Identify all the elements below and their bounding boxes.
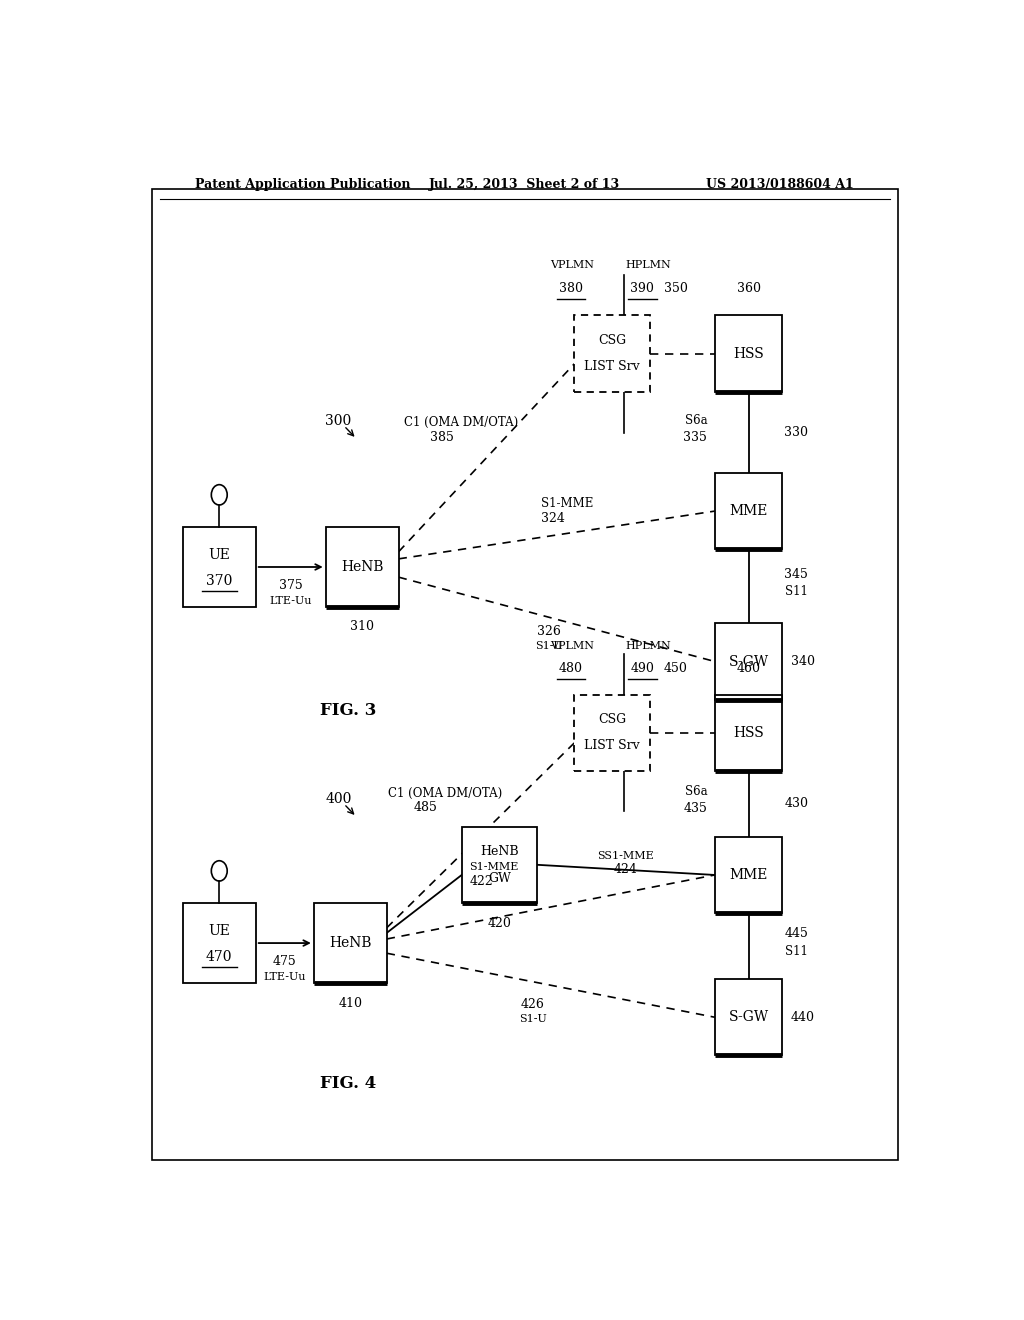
Text: HeNB: HeNB <box>329 936 372 950</box>
Text: 350: 350 <box>664 282 687 294</box>
Text: 485: 485 <box>414 801 437 814</box>
Text: 380: 380 <box>559 282 583 294</box>
Bar <box>715 315 782 392</box>
Text: US 2013/0188604 A1: US 2013/0188604 A1 <box>707 178 854 191</box>
Text: 475: 475 <box>272 954 297 968</box>
Text: 480: 480 <box>559 663 583 675</box>
Text: 460: 460 <box>736 663 761 675</box>
Text: 335: 335 <box>683 430 708 444</box>
Bar <box>182 528 256 607</box>
Text: 340: 340 <box>791 655 814 668</box>
Text: 424: 424 <box>614 863 638 876</box>
Text: 360: 360 <box>736 282 761 294</box>
Text: S1-MME: S1-MME <box>469 862 518 871</box>
Text: C1 (OMA DM/OTA): C1 (OMA DM/OTA) <box>404 416 518 429</box>
Bar <box>326 528 398 607</box>
Text: MME: MME <box>729 504 768 517</box>
Text: 450: 450 <box>664 663 687 675</box>
Text: S11: S11 <box>784 945 808 958</box>
Text: S6a: S6a <box>685 785 708 799</box>
Text: 300: 300 <box>326 413 351 428</box>
Text: 410: 410 <box>338 997 362 1010</box>
Text: 440: 440 <box>791 1011 814 1024</box>
Text: 324: 324 <box>541 512 564 525</box>
Text: LTE-Uu: LTE-Uu <box>269 595 312 606</box>
Text: VPLMN: VPLMN <box>551 260 594 271</box>
Text: 330: 330 <box>784 426 808 438</box>
Text: UE: UE <box>208 924 230 939</box>
Text: 422: 422 <box>469 875 493 887</box>
Text: S11: S11 <box>784 585 808 598</box>
Text: 370: 370 <box>206 574 232 589</box>
Text: Patent Application Publication: Patent Application Publication <box>196 178 411 191</box>
Text: S6a: S6a <box>685 413 708 426</box>
Text: VPLMN: VPLMN <box>551 642 594 651</box>
Text: 326: 326 <box>537 624 560 638</box>
Text: HeNB: HeNB <box>341 560 383 574</box>
Text: HPLMN: HPLMN <box>625 642 671 651</box>
Bar <box>715 837 782 913</box>
Text: 310: 310 <box>350 620 374 634</box>
Text: S-GW: S-GW <box>728 1010 769 1024</box>
Text: 375: 375 <box>279 578 302 591</box>
Text: 470: 470 <box>206 950 232 965</box>
Text: CSG: CSG <box>598 713 626 726</box>
Text: 385: 385 <box>429 432 454 445</box>
Text: S1-U: S1-U <box>535 642 562 651</box>
Text: S1-U: S1-U <box>519 1014 547 1024</box>
Text: MME: MME <box>729 869 768 882</box>
Text: HPLMN: HPLMN <box>625 260 671 271</box>
Text: S-GW: S-GW <box>728 655 769 668</box>
Text: GW: GW <box>488 871 511 884</box>
Text: CSG: CSG <box>598 334 626 347</box>
Bar <box>715 623 782 700</box>
Bar <box>182 903 256 982</box>
Text: FIG. 3: FIG. 3 <box>321 702 377 719</box>
Text: 420: 420 <box>487 917 511 929</box>
Text: C1 (OMA DM/OTA): C1 (OMA DM/OTA) <box>388 787 503 800</box>
Text: 400: 400 <box>325 792 351 805</box>
Text: 390: 390 <box>631 282 654 294</box>
Text: LTE-Uu: LTE-Uu <box>263 972 306 982</box>
Text: 345: 345 <box>784 568 808 581</box>
Text: Jul. 25, 2013  Sheet 2 of 13: Jul. 25, 2013 Sheet 2 of 13 <box>429 178 621 191</box>
Bar <box>574 694 650 771</box>
Bar <box>715 473 782 549</box>
Text: 426: 426 <box>521 998 545 1011</box>
Text: UE: UE <box>208 548 230 562</box>
Text: 430: 430 <box>784 797 808 810</box>
Text: S1-MME: S1-MME <box>541 498 593 511</box>
Text: 445: 445 <box>784 928 808 940</box>
Bar <box>462 826 538 903</box>
Text: SS1-MME: SS1-MME <box>598 850 654 861</box>
Text: HeNB: HeNB <box>480 845 519 858</box>
Text: HSS: HSS <box>733 726 764 739</box>
Bar <box>574 315 650 392</box>
Text: LIST Srv: LIST Srv <box>585 739 640 752</box>
Bar <box>715 979 782 1056</box>
Text: FIG. 4: FIG. 4 <box>321 1074 377 1092</box>
Text: HSS: HSS <box>733 347 764 360</box>
Text: 435: 435 <box>683 803 708 816</box>
Text: 490: 490 <box>631 663 654 675</box>
Bar <box>715 694 782 771</box>
Text: LIST Srv: LIST Srv <box>585 360 640 374</box>
Bar <box>313 903 387 982</box>
